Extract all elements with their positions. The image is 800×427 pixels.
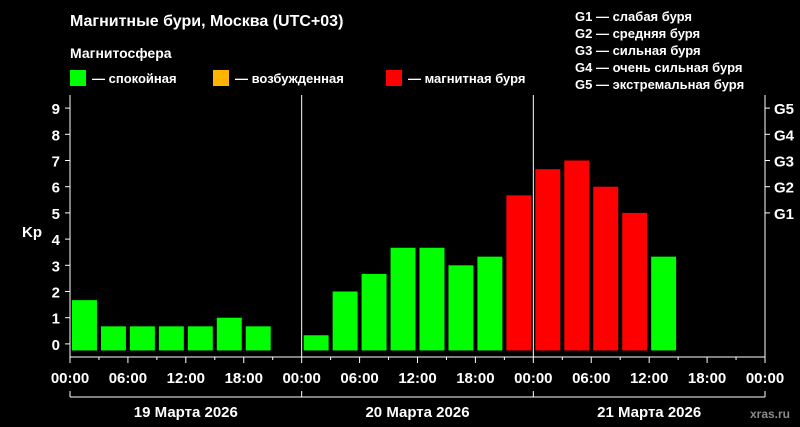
- storm-scale-g2: G2 — средняя буря: [575, 26, 700, 41]
- kp-bar: [158, 326, 184, 351]
- storm-scale-g5: G5 — экстремальная буря: [575, 77, 744, 92]
- y-tick-label: 5: [52, 206, 60, 223]
- y-tick-label: 0: [52, 337, 60, 354]
- legend-heading: Магнитосфера: [70, 45, 172, 61]
- y-tick-label: 6: [52, 180, 60, 197]
- kp-bar: [564, 160, 590, 351]
- kp-bar: [187, 326, 213, 351]
- y-tick-label: 7: [52, 154, 60, 171]
- x-tick-label: 00:00: [746, 370, 784, 387]
- storm-scale-g4: G4 — очень сильная буря: [575, 60, 742, 75]
- storm-scale-legend: G1 — слабая буря G2 — средняя буря G3 — …: [575, 9, 744, 92]
- y-tick-label: 4: [52, 232, 61, 249]
- legend-label-quiet: — спокойная: [92, 71, 177, 86]
- storm-level-tick-label: G5: [774, 101, 794, 118]
- kp-bar: [129, 326, 155, 351]
- legend-label-excited: — возбужденная: [235, 71, 344, 86]
- x-tick-label: 00:00: [514, 370, 552, 387]
- kp-bar: [506, 195, 532, 351]
- x-tick-label: 06:00: [109, 370, 147, 387]
- chart-title: Магнитные бури, Москва (UTC+03): [70, 13, 343, 30]
- legend: — спокойная — возбужденная — магнитная б…: [70, 70, 525, 86]
- storm-level-tick-label: G1: [774, 206, 794, 223]
- y-axis-label: Kp: [22, 224, 42, 241]
- kp-bar: [245, 326, 271, 351]
- x-tick-label: 18:00: [225, 370, 263, 387]
- kp-bar: [477, 256, 503, 351]
- kp-bar: [419, 247, 445, 351]
- x-tick-label: 18:00: [688, 370, 726, 387]
- x-tick-label: 00:00: [282, 370, 320, 387]
- kp-bar: [303, 335, 329, 351]
- legend-swatch-quiet: [70, 70, 86, 86]
- x-tick-label: 12:00: [398, 370, 436, 387]
- kp-bar: [72, 300, 97, 351]
- kp-bar: [361, 273, 387, 351]
- kp-bar: [390, 247, 416, 351]
- storm-scale-g1: G1 — слабая буря: [575, 9, 692, 24]
- y-tick-label: 1: [52, 311, 60, 328]
- y-tick-label: 3: [52, 258, 60, 275]
- kp-bar: [100, 326, 126, 351]
- storm-scale-g3: G3 — сильная буря: [575, 43, 701, 58]
- x-tick-label: 12:00: [167, 370, 205, 387]
- day-label: 20 Марта 2026: [365, 404, 469, 421]
- kp-bar: [622, 212, 648, 351]
- y-tick-label: 9: [52, 101, 60, 118]
- legend-label-storm: — магнитная буря: [408, 71, 525, 86]
- day-label: 19 Марта 2026: [134, 404, 238, 421]
- legend-swatch-storm: [386, 70, 402, 86]
- x-tick-label: 12:00: [630, 370, 668, 387]
- kp-bar: [216, 317, 242, 351]
- x-tick-label: 00:00: [51, 370, 89, 387]
- kp-bar: [651, 256, 677, 351]
- watermark: xras.ru: [750, 407, 790, 421]
- legend-swatch-excited: [213, 70, 229, 86]
- kp-bar: [448, 265, 474, 351]
- x-tick-label: 06:00: [572, 370, 610, 387]
- kp-bar: [535, 169, 561, 351]
- y-tick-label: 8: [52, 127, 60, 144]
- y-tick-label: 2: [52, 285, 60, 302]
- x-tick-label: 06:00: [340, 370, 378, 387]
- kp-bar: [593, 186, 619, 351]
- storm-level-tick-label: G4: [774, 127, 795, 144]
- x-tick-label: 18:00: [456, 370, 494, 387]
- plot-area: 0 1 2 3 4 5 6 7 8 9 G1 G2 G3 G4 G5 00:00 06:00 12:00 18:00…: [51, 95, 795, 421]
- day-label: 21 Марта 2026: [597, 404, 701, 421]
- storm-level-tick-label: G3: [774, 154, 794, 171]
- storm-level-tick-label: G2: [774, 180, 794, 197]
- kp-bar: [332, 291, 358, 351]
